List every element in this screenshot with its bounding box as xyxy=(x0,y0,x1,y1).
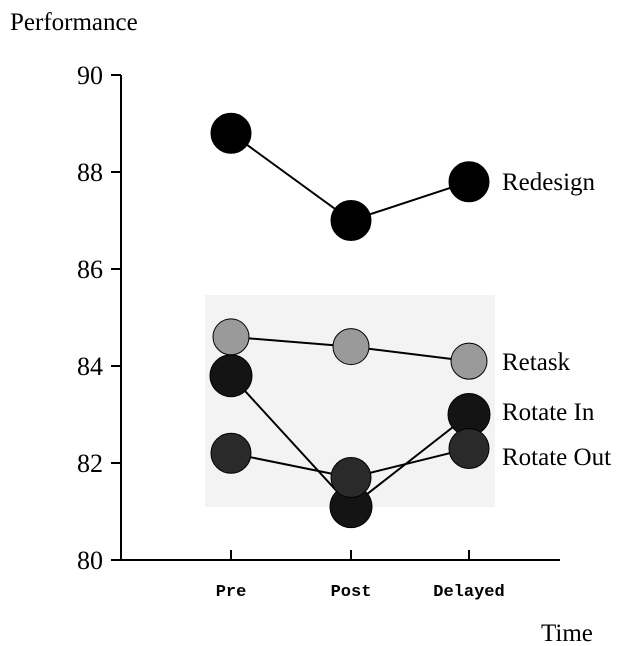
x-ticks: Pre Post Delayed xyxy=(216,550,505,602)
data-point xyxy=(330,457,372,499)
series-retask xyxy=(212,318,488,380)
series-layer xyxy=(209,112,491,529)
x-tick-label: Delayed xyxy=(433,583,504,602)
series-label: Rotate In xyxy=(502,399,595,426)
y-axis-label: Performance xyxy=(10,9,138,36)
series-redesign xyxy=(210,112,490,241)
data-point xyxy=(448,161,490,203)
series-labels: Redesign Retask Rotate In Rotate Out xyxy=(502,169,611,471)
series-rotate-out xyxy=(210,427,490,499)
x-tick-label: Pre xyxy=(216,583,247,602)
y-tick-label: 80 xyxy=(77,546,103,575)
x-tick-label: Post xyxy=(331,583,372,602)
y-tick-label: 90 xyxy=(77,61,103,90)
y-tick-label: 84 xyxy=(77,352,103,381)
data-point xyxy=(210,432,252,474)
y-tick-label: 82 xyxy=(77,449,103,478)
series-rotate-in xyxy=(209,354,491,529)
series-label: Rotate Out xyxy=(502,444,611,471)
data-point xyxy=(209,354,253,398)
y-tick-label: 88 xyxy=(77,158,103,187)
data-point xyxy=(212,318,250,356)
data-point xyxy=(210,112,252,154)
series-label: Retask xyxy=(502,349,571,376)
x-axis-label: Time xyxy=(541,620,593,646)
data-point xyxy=(330,200,372,241)
y-ticks: 80 82 84 86 88 90 xyxy=(77,61,121,575)
series-label: Redesign xyxy=(502,169,596,196)
data-point xyxy=(448,427,490,469)
data-point xyxy=(450,342,488,380)
data-point xyxy=(332,328,370,366)
y-tick-label: 86 xyxy=(77,255,103,284)
